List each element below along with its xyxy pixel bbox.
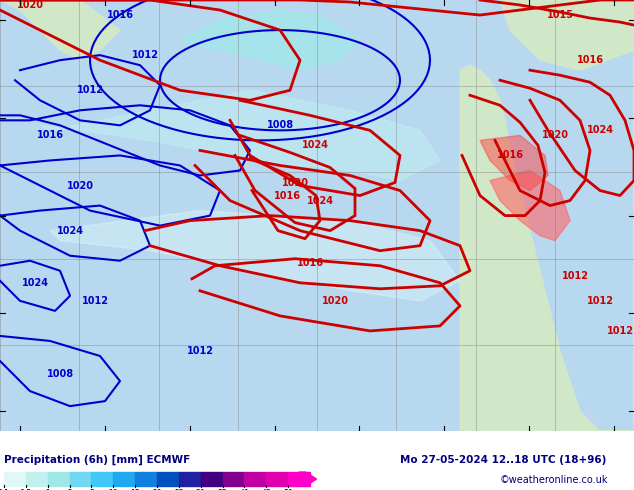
Text: 1020: 1020 (321, 296, 349, 306)
Text: 1012: 1012 (186, 346, 214, 356)
Polygon shape (480, 135, 548, 191)
Text: 35: 35 (217, 489, 228, 490)
Text: 1020: 1020 (16, 0, 44, 10)
Text: 1012: 1012 (607, 326, 633, 336)
Text: 1008: 1008 (46, 369, 74, 379)
Text: 1024: 1024 (302, 141, 328, 150)
Bar (157, 472, 179, 486)
Text: 20: 20 (152, 489, 162, 490)
Bar (91, 472, 113, 486)
Polygon shape (460, 0, 634, 431)
Text: 25: 25 (174, 489, 184, 490)
Text: 1012: 1012 (77, 85, 103, 95)
Text: 10: 10 (108, 489, 118, 490)
Bar (135, 472, 157, 486)
Text: 1024: 1024 (586, 125, 614, 135)
Text: 30: 30 (196, 489, 205, 490)
Polygon shape (180, 10, 360, 70)
Bar (48, 472, 70, 486)
Text: 1020: 1020 (541, 130, 569, 140)
Text: 1008: 1008 (266, 121, 294, 130)
Text: 0.5: 0.5 (20, 489, 32, 490)
Bar (70, 472, 91, 486)
Text: 1012: 1012 (131, 50, 158, 60)
Text: 1: 1 (46, 489, 50, 490)
Text: 1016: 1016 (107, 10, 134, 20)
Text: 1016: 1016 (297, 258, 323, 268)
Bar (179, 472, 201, 486)
Text: 50: 50 (283, 489, 293, 490)
Text: 0.1: 0.1 (0, 489, 10, 490)
Text: 1024: 1024 (306, 196, 333, 206)
Text: 40: 40 (240, 489, 249, 490)
Text: 2: 2 (67, 489, 72, 490)
Text: 1016: 1016 (496, 150, 524, 160)
Bar (4, 472, 26, 486)
Bar (223, 472, 245, 486)
Text: 5: 5 (89, 489, 94, 490)
Polygon shape (0, 0, 120, 60)
Text: 1015: 1015 (547, 10, 574, 20)
Text: 1016: 1016 (576, 55, 604, 65)
Text: 15: 15 (131, 489, 140, 490)
Text: 1012: 1012 (586, 296, 614, 306)
Text: 1020: 1020 (281, 177, 309, 188)
Bar (266, 472, 288, 486)
FancyArrow shape (299, 472, 316, 486)
Text: 1024: 1024 (22, 278, 48, 288)
Bar (288, 472, 310, 486)
Text: 1020: 1020 (67, 180, 93, 191)
Text: Mo 27-05-2024 12..18 UTC (18+96): Mo 27-05-2024 12..18 UTC (18+96) (400, 455, 606, 465)
Text: 1016: 1016 (37, 130, 63, 140)
Polygon shape (50, 211, 460, 301)
Bar (245, 472, 266, 486)
Text: 1024: 1024 (56, 225, 84, 236)
Text: 1012: 1012 (562, 271, 588, 281)
Bar (113, 472, 135, 486)
Polygon shape (40, 90, 440, 180)
Bar (26, 472, 48, 486)
Polygon shape (490, 171, 570, 241)
Text: ©weatheronline.co.uk: ©weatheronline.co.uk (500, 475, 609, 485)
Polygon shape (500, 0, 634, 70)
Text: 1012: 1012 (82, 296, 108, 306)
Text: 45: 45 (261, 489, 271, 490)
Text: 1016: 1016 (273, 191, 301, 200)
Bar (201, 472, 223, 486)
Text: Precipitation (6h) [mm] ECMWF: Precipitation (6h) [mm] ECMWF (4, 455, 190, 465)
